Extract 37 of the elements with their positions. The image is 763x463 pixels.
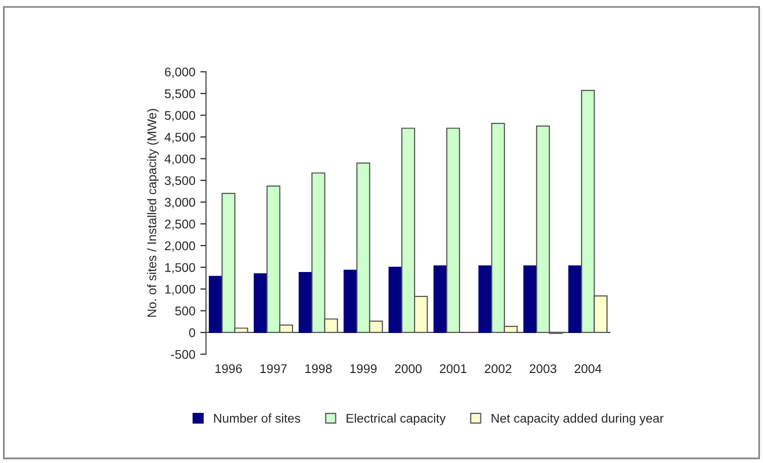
y-tick-label: -500 [171, 350, 196, 359]
legend-label: Number of sites [214, 414, 300, 423]
x-tick-label: 2004 [574, 364, 602, 374]
bar [344, 270, 358, 334]
bar [298, 272, 313, 334]
y-tick-label: 1,500 [165, 263, 196, 274]
y-tick-label: 4,500 [164, 132, 196, 144]
bar [433, 265, 448, 334]
x-tick-label: 1996 [216, 364, 242, 374]
y-tick-label: 5,500 [164, 89, 196, 100]
y-tick-label: 5,000 [164, 111, 196, 122]
y-tick-label: 6,000 [164, 68, 196, 78]
legend-label: Net capacity added during year [492, 414, 664, 426]
x-tick-label: 2000 [394, 364, 422, 374]
y-tick-label: 0 [189, 328, 196, 338]
x-tick-label: 2002 [484, 364, 512, 374]
bar [254, 273, 268, 334]
x-tick-label: 1997 [260, 364, 287, 374]
bar [568, 265, 582, 334]
x-tick-label: 2001 [440, 364, 466, 374]
x-tick-label: 1999 [350, 364, 377, 374]
y-tick-label: 4,000 [164, 154, 196, 165]
y-axis-title: No. of sites / Installed capacity (MWe) [147, 108, 159, 317]
y-tick-label: 1,000 [165, 284, 196, 296]
bar [446, 128, 460, 334]
bar [523, 265, 538, 334]
y-tick-label: 2,000 [164, 241, 196, 252]
y-tick-label: 3,500 [164, 176, 196, 187]
x-tick-label: 2003 [530, 364, 556, 374]
y-tick-label: 3,000 [164, 198, 196, 208]
y-tick-label: 500 [175, 306, 196, 316]
bar [478, 265, 492, 334]
bar [208, 276, 223, 334]
x-tick-label: 1998 [305, 364, 332, 374]
legend-label: Electrical capacity [346, 414, 446, 426]
bar [388, 266, 402, 334]
y-tick-label: 2,500 [164, 220, 196, 230]
